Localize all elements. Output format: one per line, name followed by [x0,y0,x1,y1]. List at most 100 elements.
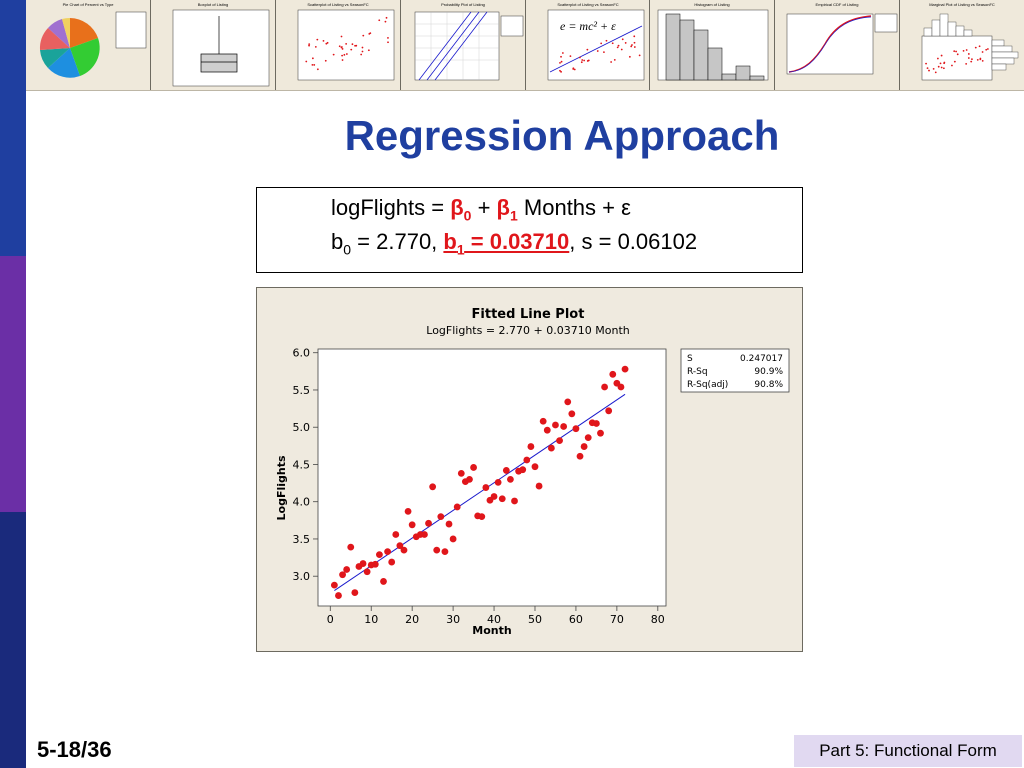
left-bar-bottom [0,512,26,768]
thumb-dot [311,63,314,66]
data-point [339,571,346,579]
x-tick-label: 60 [569,613,583,626]
stat-value: 0.247017 [740,354,783,364]
thumb-scatter-fit: Scatterplot of Listing vs SeasonFC e = m… [525,0,651,90]
data-point [466,475,473,483]
thumb-dot [332,53,335,56]
data-point [445,520,453,528]
thumb-dot [629,45,632,48]
thumb-dot [978,45,981,48]
data-point [560,423,568,430]
thumb-histogram: Histogram of Listing [650,0,776,90]
x-tick-label: 30 [446,613,460,626]
thumb-dot [573,68,576,71]
data-point [539,417,547,425]
thumb-dot [308,43,310,46]
data-point [351,589,359,596]
thumb-dot [340,46,343,49]
thumb-dot [316,38,318,41]
data-point [388,558,396,566]
thumb-probability-plot: Probability Plot of Listing [400,0,526,90]
thumb-dot [307,44,310,47]
thumb-dot [345,53,348,55]
thumb-dot [956,53,959,56]
data-point [400,546,408,554]
thumb-dot [943,62,946,65]
data-point [494,478,502,486]
thumb-dot [968,57,970,59]
data-point [519,466,527,474]
thumb-dot [633,46,636,48]
thumb-pie-chart: Pie Chart of Percent vs Type [26,0,151,90]
thumb-dot [934,71,937,74]
data-point [343,566,351,573]
slide-title: Regression Approach [344,112,780,159]
y-tick-label: 4.0 [293,496,311,509]
data-point [347,543,355,551]
b1-estimate: b1 = 0.03710 [443,229,570,258]
thumb-dot [602,51,605,53]
thumb-dot [939,62,942,65]
y-tick-label: 3.5 [293,533,311,546]
thumb-dot [971,58,973,61]
thumb-dot [338,45,341,48]
thumb-dot [580,59,583,61]
y-tick-label: 6.0 [293,347,311,360]
stat-value: 90.9% [754,367,783,377]
data-point [408,521,416,529]
thumb-dot [616,46,619,49]
data-point [507,475,514,483]
thumb-dot [580,61,583,64]
thumb-dot [325,42,327,45]
thumb-scatterplot: Scatterplot of Listing vs SeasonFC [275,0,401,90]
data-point [556,437,563,445]
thumb-dot [322,39,325,42]
data-point [601,383,608,391]
thumb-dot [344,42,347,45]
data-point [330,581,338,589]
data-point [380,578,387,585]
thumb-dot [368,33,370,35]
thumb-dot [367,49,370,52]
thumb-dot [609,61,612,63]
data-point [572,425,580,433]
thumb-marginal-plot: Marginal Plot of Listing vs SeasonFC [900,0,1024,90]
thumb-dot [362,34,364,37]
thumb-dot [585,48,588,51]
data-point [376,551,383,558]
thumb-dot [316,68,319,71]
x-tick-label: 50 [528,613,542,626]
thumb-dot [340,54,343,57]
data-point [470,464,477,471]
thumb-dot [617,44,619,47]
thumb-dot [360,53,362,56]
svg-text:Histogram of Listing: Histogram of Listing [695,2,730,7]
thumb-dot [928,69,931,72]
thumb-dot [968,53,970,55]
thumb-dot [621,38,624,41]
x-tick-label: 20 [405,613,419,626]
data-point [597,429,604,437]
beta0-symbol: β0 [450,195,472,224]
thumb-dot [953,50,956,53]
svg-text:Pie Chart of Percent vs Type: Pie Chart of Percent vs Type [63,2,115,7]
stat-value: 90.8% [754,380,783,390]
data-point [609,370,617,378]
chart-subtitle: LogFlights = 2.770 + 0.03710 Month [426,324,629,337]
y-tick-label: 5.0 [293,421,311,434]
x-tick-label: 10 [364,613,378,626]
thumb-dot [386,41,389,44]
data-point [457,470,465,477]
thumb-dot [361,50,364,53]
x-axis-label: Month [472,624,511,637]
data-point [535,482,543,490]
thumb-dot [341,59,344,61]
thumb-dot [378,19,380,22]
thumb-dot [630,44,633,46]
thumb-dot [558,61,561,64]
thumb-dot [605,39,607,42]
data-point [359,560,367,567]
svg-text:Empirical CDF of Listing: Empirical CDF of Listing [816,2,859,7]
data-point [511,497,518,505]
thumb-dot [932,67,935,70]
